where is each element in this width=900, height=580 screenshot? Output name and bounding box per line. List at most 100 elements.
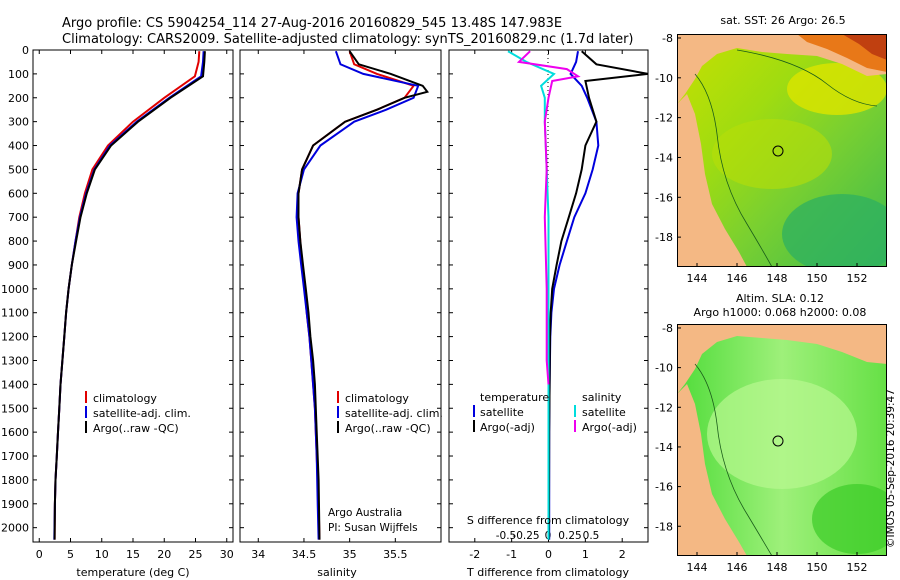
legend-label-satellite: satellite-adj. clim. <box>93 407 191 420</box>
x-tick-label: 35.5 <box>383 548 408 561</box>
series-line-climatology <box>297 50 416 540</box>
salinity-x-ticks: 34 34.5 35 35.5 <box>251 50 408 561</box>
map-y-tick-label: -18 <box>655 231 673 244</box>
map-y-tick-label: -8 <box>662 32 673 45</box>
salinity-axes-frame <box>239 49 442 543</box>
y-tick-label: 1400 <box>1 378 29 391</box>
s-tick-label: -0.25 <box>512 530 539 542</box>
x-tick-label: 34.5 <box>292 548 317 561</box>
map-x-tick-label: 152 <box>847 272 868 285</box>
y-tick-label: 1300 <box>1 354 29 367</box>
y-tick-label: 1700 <box>1 450 29 463</box>
sla-map-panel: Altim. SLA: 0.12 Argo h1000: 0.068 h2000… <box>655 292 887 574</box>
difference-panel: -2 -1 0 1 2 -0.5-0.25 0 0.25 0.5 temperature sa… <box>448 49 649 579</box>
sst-warm-patch <box>787 63 887 115</box>
argo-australia-label: Argo Australia <box>328 507 402 519</box>
sst-map <box>677 34 887 267</box>
salinity-lines <box>295 50 430 540</box>
map-y-tick-label: -8 <box>662 322 673 335</box>
salinity-y-ticks <box>240 49 441 529</box>
x-tick-label: 25 <box>189 548 203 561</box>
y-tick-label: 1900 <box>1 498 29 511</box>
sst-map-frame <box>677 34 887 267</box>
x-tick-label: 2 <box>619 548 626 561</box>
difference-legend: temperature satellite Argo(-adj) salinit… <box>473 391 637 434</box>
y-tick-label: 1000 <box>1 283 29 296</box>
series-line-t-satellite <box>548 51 600 540</box>
x-tick-label: 35 <box>343 548 357 561</box>
argo-float-marker <box>772 435 784 447</box>
sst-patch-mid <box>712 119 832 189</box>
sla-shelf-contour <box>694 363 773 556</box>
map-x-tick-label: 144 <box>687 272 708 285</box>
temperature-panel: 0100200300400500600700800900100011001200… <box>1 44 234 579</box>
legend-label-climatology: climatology <box>345 392 409 405</box>
x-tick-label: 20 <box>157 548 171 561</box>
legend-label-s-argo: Argo(-adj) <box>582 421 637 434</box>
x-tick-label: 34 <box>251 548 265 561</box>
sla-coral-sea-north <box>677 324 887 394</box>
t-difference-label: T difference from climatology <box>466 566 629 579</box>
y-tick-label: 400 <box>8 140 29 153</box>
title-line-1: Argo profile: CS 5904254_114 27-Aug-2016… <box>62 16 562 31</box>
x-tick-label: 10 <box>95 548 109 561</box>
map-y-tick-label: -10 <box>655 362 673 375</box>
y-tick-label: 100 <box>8 68 29 81</box>
map-y-tick-label: -12 <box>655 112 673 125</box>
x-tick-label: -1 <box>506 548 517 561</box>
sla-cape-york <box>677 384 747 556</box>
legend-label-climatology: climatology <box>93 392 157 405</box>
y-tick-label: 1500 <box>1 402 29 415</box>
x-tick-label: 15 <box>126 548 140 561</box>
map-x-tick-label: 146 <box>727 272 748 285</box>
legend-title-temperature: temperature <box>480 391 549 404</box>
map-x-tick-label: 148 <box>767 272 788 285</box>
y-tick-label: 1200 <box>1 331 29 344</box>
y-tick-label: 900 <box>8 259 29 272</box>
sst-shelf-contour <box>694 73 773 267</box>
y-tick-label: 1800 <box>1 474 29 487</box>
x-tick-label: 0 <box>36 548 43 561</box>
series-line-argo-raw-qc- <box>53 51 206 540</box>
temperature-x-ticks: 0 5 10 15 20 25 30 <box>36 50 234 561</box>
s-tick-label: 0.5 <box>583 530 600 542</box>
series-line-argo-raw-qc- <box>297 50 430 540</box>
sst-map-panel: sat. SST: 26 Argo: 26.5 144 146 148 150 152 -… <box>655 14 887 285</box>
sla-map-frame <box>677 324 887 556</box>
pi-label: PI: Susan Wijffels <box>328 522 418 534</box>
y-tick-label: 1100 <box>1 307 29 320</box>
legend-label-s-satellite: satellite <box>582 406 626 419</box>
y-tick-label: 2000 <box>1 522 29 535</box>
salinity-x-label: salinity <box>317 566 357 579</box>
map-y-tick-label: -18 <box>655 520 673 533</box>
s-tick-label: -0.5 <box>496 530 517 542</box>
sla-map-subtitle: Argo h1000: 0.068 h2000: 0.08 <box>694 306 867 319</box>
temperature-legend: climatology satellite-adj. clim. Argo(..… <box>85 391 191 435</box>
map-x-tick-label: 148 <box>767 561 788 574</box>
y-tick-label: 800 <box>8 235 29 248</box>
sst-cool-patch <box>782 194 887 267</box>
series-line-satellite-adj-clim- <box>295 50 420 540</box>
sla-map <box>677 324 887 556</box>
legend-label-argo: Argo(..raw -QC) <box>345 422 431 435</box>
y-tick-label: 1600 <box>1 426 29 439</box>
y-tick-label: 0 <box>22 44 29 57</box>
sst-map-ticks: 144 146 148 150 152 -8 -10 -12 -14 -16 -18 <box>655 32 867 285</box>
map-x-tick-label: 150 <box>807 561 828 574</box>
x-tick-label: 0 <box>545 548 552 561</box>
map-x-tick-label: 152 <box>847 561 868 574</box>
x-tick-label: 5 <box>67 548 74 561</box>
salinity-panel: 34 34.5 35 35.5 climatology satellite-adj. … <box>239 49 443 579</box>
sla-high-patch <box>707 379 857 489</box>
sst-map-title: sat. SST: 26 Argo: 26.5 <box>720 14 845 27</box>
map-y-tick-label: -14 <box>655 151 673 164</box>
argo-float-marker <box>772 145 784 157</box>
legend-label-argo: Argo(..raw -QC) <box>93 422 179 435</box>
legend-title-salinity: salinity <box>582 391 622 404</box>
imos-credit: ©IMOS 05-Sep-2016 20:39:47 <box>885 389 897 548</box>
map-y-tick-label: -16 <box>655 481 673 494</box>
salinity-legend: climatology satellite-adj. clim. Argo(..… <box>337 391 443 435</box>
map-x-tick-label: 144 <box>687 561 708 574</box>
x-tick-label: 1 <box>582 548 589 561</box>
sst-png-dark <box>842 34 887 60</box>
